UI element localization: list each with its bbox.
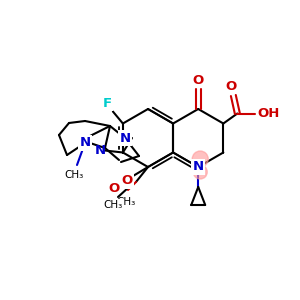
Text: N: N — [193, 160, 204, 173]
Text: CH₃: CH₃ — [64, 170, 84, 180]
Text: CH₃: CH₃ — [103, 200, 123, 210]
Text: OH: OH — [256, 106, 280, 121]
Text: CH₃: CH₃ — [116, 197, 136, 207]
Circle shape — [192, 151, 208, 167]
Text: O: O — [193, 74, 204, 86]
Text: F: F — [102, 97, 112, 110]
Text: O: O — [122, 175, 133, 188]
Circle shape — [193, 165, 207, 179]
Text: N: N — [119, 131, 130, 145]
Text: OH: OH — [257, 107, 280, 120]
Text: F: F — [102, 97, 111, 110]
Text: N: N — [193, 160, 204, 173]
Text: O: O — [226, 80, 237, 93]
Text: N: N — [119, 131, 130, 145]
Text: O: O — [108, 182, 120, 194]
Text: CH₃: CH₃ — [103, 200, 123, 210]
Text: N: N — [94, 144, 105, 157]
Text: N: N — [80, 136, 91, 149]
Text: CH₃: CH₃ — [64, 170, 84, 180]
Text: O: O — [225, 80, 237, 94]
Text: O: O — [192, 73, 204, 87]
Text: N: N — [80, 136, 91, 149]
Text: O: O — [122, 175, 133, 188]
